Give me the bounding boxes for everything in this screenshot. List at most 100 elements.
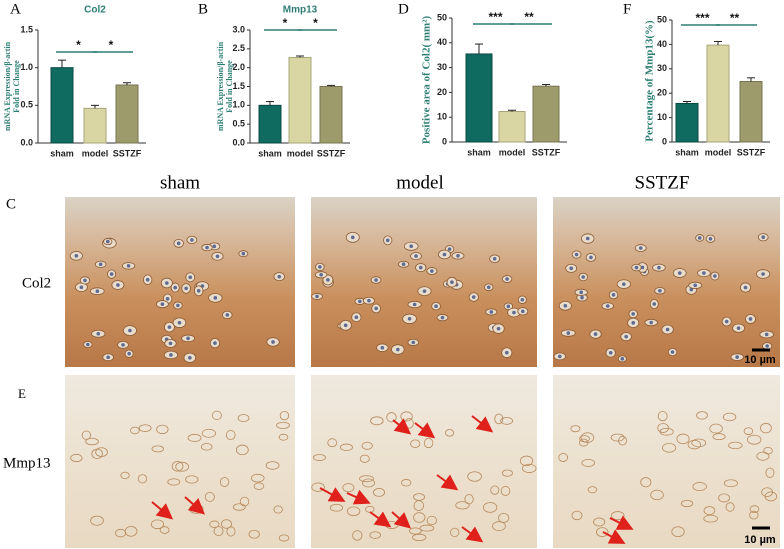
nucleus (343, 323, 348, 328)
cell (239, 496, 250, 507)
cell (372, 488, 386, 497)
nucleus (225, 313, 230, 317)
nucleus (169, 353, 173, 357)
y-axis-label: mRNA Expression/β-actin (216, 41, 225, 131)
nucleus (708, 236, 713, 241)
nucleus (127, 351, 131, 356)
nucleus (447, 247, 452, 251)
nucleus (126, 264, 131, 268)
nucleus (579, 290, 583, 295)
chart-title: Col2 (84, 5, 106, 16)
cell (662, 443, 677, 453)
significance-label: *** (695, 11, 709, 25)
cell (450, 527, 460, 538)
nucleus (665, 327, 670, 332)
nucleus (173, 285, 178, 290)
nucleus (620, 357, 625, 361)
cell (211, 410, 222, 421)
bar (258, 104, 282, 144)
bar (739, 80, 763, 143)
cell (232, 503, 246, 511)
cell (175, 461, 189, 472)
cell (587, 486, 598, 494)
nucleus (186, 336, 190, 341)
cell (492, 521, 506, 532)
nucleus (326, 278, 330, 282)
nucleus (105, 239, 110, 244)
nucleus (697, 236, 702, 240)
significance-label: * (283, 16, 288, 30)
nucleus (512, 310, 516, 315)
cell (746, 434, 762, 445)
cell (571, 510, 583, 521)
significance-label: ** (524, 10, 534, 24)
y-axis-label: Positive area of Col2( mm²) (421, 15, 433, 144)
cell (691, 438, 707, 448)
cell (167, 478, 181, 486)
nucleus (422, 289, 427, 293)
nucleus (589, 255, 593, 260)
cell (692, 482, 707, 492)
cell (680, 499, 694, 508)
cell (352, 530, 363, 541)
nucleus (489, 310, 494, 314)
nucleus (418, 265, 423, 270)
nucleus (631, 312, 635, 316)
nucleus (631, 321, 636, 325)
nucleus (411, 340, 416, 345)
nucleus (677, 271, 682, 275)
cell (455, 501, 470, 510)
y-tick-label: 0 (662, 136, 667, 146)
cell (130, 426, 140, 435)
panel-letter: D (398, 1, 409, 17)
cell (171, 460, 184, 472)
cell (185, 475, 199, 484)
cell (248, 529, 260, 539)
nucleus (374, 306, 378, 311)
cell (278, 433, 289, 441)
cell (359, 454, 370, 463)
nucleus (205, 245, 209, 250)
nucleus (440, 315, 445, 320)
nucleus (611, 293, 616, 297)
nucleus (496, 326, 501, 331)
y-axis-label: Fold in Change (12, 60, 21, 113)
nucleus (434, 304, 438, 308)
cell (278, 534, 290, 542)
cell (501, 469, 513, 477)
row-label: Mmp13 (3, 455, 51, 471)
cell (519, 455, 534, 467)
cell (386, 412, 397, 423)
arrow (471, 415, 494, 433)
nucleus (409, 244, 414, 249)
nucleus (430, 269, 434, 273)
nucleus (86, 342, 90, 347)
cell (725, 502, 735, 512)
y-tick-label: 0.5 (20, 100, 33, 110)
cell (709, 423, 723, 434)
cell (273, 505, 283, 514)
nucleus (215, 254, 220, 259)
bar (465, 53, 493, 143)
chart-title: Mmp13 (283, 5, 318, 16)
x-tick-label: SSTZF (737, 147, 766, 157)
nucleus (471, 295, 476, 299)
arrow (602, 529, 626, 544)
bar (319, 86, 343, 144)
micrograph (65, 197, 295, 367)
cell (581, 458, 596, 467)
cell (329, 503, 344, 512)
column-header: SSTZF (635, 172, 690, 193)
cell (410, 439, 421, 448)
bar (675, 102, 699, 143)
cell (521, 463, 537, 473)
cell (500, 417, 514, 425)
cell (221, 519, 232, 529)
nucleus (213, 296, 218, 300)
nucleus (761, 235, 766, 240)
cell (265, 461, 280, 470)
nucleus (96, 331, 101, 336)
nucleus (456, 254, 460, 258)
cell (237, 414, 250, 423)
nucleus (177, 320, 182, 325)
